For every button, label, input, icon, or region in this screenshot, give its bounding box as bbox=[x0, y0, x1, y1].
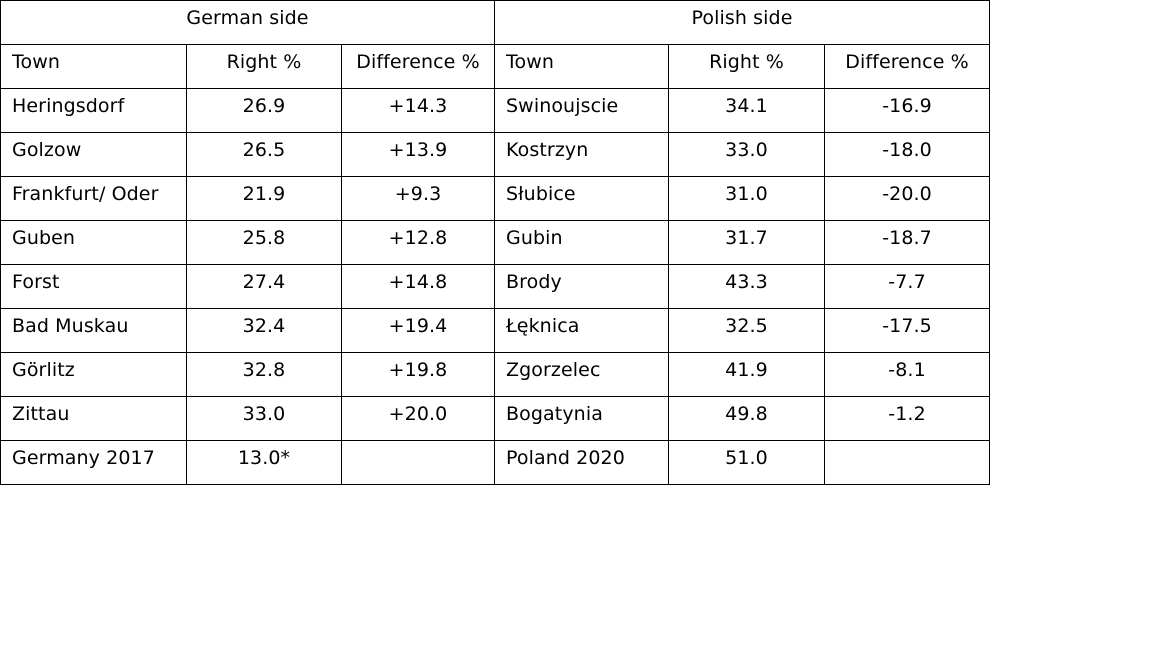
polish-difference-cell: -20.0 bbox=[824, 176, 991, 221]
polish-right-cell: 31.0 bbox=[668, 176, 826, 221]
german-town-cell: Germany 2017 bbox=[0, 440, 187, 485]
results-table: German side Polish side Town Right % Dif… bbox=[0, 0, 991, 485]
side-header-row: German side Polish side bbox=[0, 0, 991, 45]
polish-difference-cell bbox=[824, 440, 991, 485]
polish-difference-cell: -17.5 bbox=[824, 308, 991, 353]
german-difference-cell: +14.8 bbox=[340, 264, 496, 309]
german-right-cell: 32.4 bbox=[186, 308, 342, 353]
german-col-town: Town bbox=[0, 44, 187, 89]
polish-town-cell: Zgorzelec bbox=[494, 352, 670, 397]
german-town-cell: Frankfurt/ Oder bbox=[0, 176, 187, 221]
german-difference-cell: +19.4 bbox=[340, 308, 496, 353]
table-row: Forst 27.4 +14.8 Brody 43.3 -7.7 bbox=[0, 264, 991, 309]
german-side-heading: German side bbox=[0, 0, 496, 45]
polish-col-town: Town bbox=[494, 44, 670, 89]
polish-difference-cell: -16.9 bbox=[824, 88, 991, 133]
polish-right-cell: 43.3 bbox=[668, 264, 826, 309]
german-difference-cell: +19.8 bbox=[340, 352, 496, 397]
german-town-cell: Guben bbox=[0, 220, 187, 265]
polish-town-cell: Słubice bbox=[494, 176, 670, 221]
german-right-cell: 32.8 bbox=[186, 352, 342, 397]
polish-town-cell: Bogatynia bbox=[494, 396, 670, 441]
polish-difference-cell: -1.2 bbox=[824, 396, 991, 441]
german-town-cell: Forst bbox=[0, 264, 187, 309]
german-right-cell: 26.5 bbox=[186, 132, 342, 177]
german-town-cell: Golzow bbox=[0, 132, 187, 177]
column-header-row: Town Right % Difference % Town Right % D… bbox=[0, 44, 991, 89]
german-right-cell: 26.9 bbox=[186, 88, 342, 133]
table-row: Görlitz 32.8 +19.8 Zgorzelec 41.9 -8.1 bbox=[0, 352, 991, 397]
table-row: Frankfurt/ Oder 21.9 +9.3 Słubice 31.0 -… bbox=[0, 176, 991, 221]
table-row: Heringsdorf 26.9 +14.3 Swinoujscie 34.1 … bbox=[0, 88, 991, 133]
german-right-cell: 21.9 bbox=[186, 176, 342, 221]
table-row: Bad Muskau 32.4 +19.4 Łęknica 32.5 -17.5 bbox=[0, 308, 991, 353]
polish-right-cell: 41.9 bbox=[668, 352, 826, 397]
polish-right-cell: 32.5 bbox=[668, 308, 826, 353]
german-col-right: Right % bbox=[186, 44, 342, 89]
polish-right-cell: 49.8 bbox=[668, 396, 826, 441]
polish-difference-cell: -7.7 bbox=[824, 264, 991, 309]
german-difference-cell bbox=[340, 440, 496, 485]
german-right-cell: 13.0* bbox=[186, 440, 342, 485]
polish-town-cell: Łęknica bbox=[494, 308, 670, 353]
polish-difference-cell: -18.7 bbox=[824, 220, 991, 265]
table-row: Zittau 33.0 +20.0 Bogatynia 49.8 -1.2 bbox=[0, 396, 991, 441]
polish-difference-cell: -8.1 bbox=[824, 352, 991, 397]
polish-side-heading: Polish side bbox=[494, 0, 991, 45]
polish-right-cell: 33.0 bbox=[668, 132, 826, 177]
german-col-difference: Difference % bbox=[340, 44, 496, 89]
german-difference-cell: +9.3 bbox=[340, 176, 496, 221]
german-difference-cell: +20.0 bbox=[340, 396, 496, 441]
german-town-cell: Bad Muskau bbox=[0, 308, 187, 353]
polish-town-cell: Poland 2020 bbox=[494, 440, 670, 485]
german-right-cell: 25.8 bbox=[186, 220, 342, 265]
german-right-cell: 33.0 bbox=[186, 396, 342, 441]
polish-right-cell: 51.0 bbox=[668, 440, 826, 485]
german-town-cell: Zittau bbox=[0, 396, 187, 441]
german-difference-cell: +12.8 bbox=[340, 220, 496, 265]
polish-town-cell: Kostrzyn bbox=[494, 132, 670, 177]
polish-right-cell: 31.7 bbox=[668, 220, 826, 265]
polish-right-cell: 34.1 bbox=[668, 88, 826, 133]
polish-town-cell: Gubin bbox=[494, 220, 670, 265]
polish-town-cell: Swinoujscie bbox=[494, 88, 670, 133]
polish-town-cell: Brody bbox=[494, 264, 670, 309]
table-row-national-total: Germany 2017 13.0* Poland 2020 51.0 bbox=[0, 440, 991, 485]
table-row: Guben 25.8 +12.8 Gubin 31.7 -18.7 bbox=[0, 220, 991, 265]
german-difference-cell: +14.3 bbox=[340, 88, 496, 133]
german-town-cell: Görlitz bbox=[0, 352, 187, 397]
polish-difference-cell: -18.0 bbox=[824, 132, 991, 177]
table-body: German side Polish side Town Right % Dif… bbox=[0, 0, 991, 485]
german-right-cell: 27.4 bbox=[186, 264, 342, 309]
table-row: Golzow 26.5 +13.9 Kostrzyn 33.0 -18.0 bbox=[0, 132, 991, 177]
polish-col-difference: Difference % bbox=[824, 44, 991, 89]
german-difference-cell: +13.9 bbox=[340, 132, 496, 177]
polish-col-right: Right % bbox=[668, 44, 826, 89]
german-town-cell: Heringsdorf bbox=[0, 88, 187, 133]
